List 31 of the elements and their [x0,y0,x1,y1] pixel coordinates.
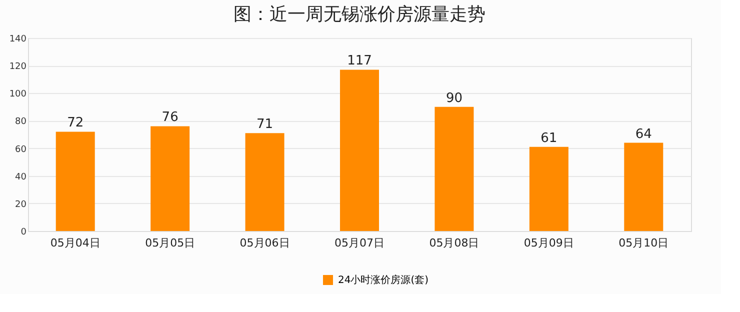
bar [150,126,190,231]
y-tick-label: 100 [9,90,27,100]
bar [624,142,664,231]
y-tick-label: 0 [20,228,27,238]
y-tick-label: 140 [9,34,27,44]
legend-label: 24小时涨价房源(套) [338,274,429,286]
x-tick-label: 05月07日 [334,236,384,250]
x-tick-label: 05月08日 [429,236,480,250]
x-tick-label: 05月10日 [618,236,669,250]
data-label: 76 [162,110,178,126]
y-tick-label: 40 [15,172,27,182]
data-label: 71 [256,117,274,132]
bar [434,106,474,231]
data-label: 117 [347,54,372,69]
data-label: 90 [446,90,462,106]
bar [529,146,568,231]
data-label: 72 [67,116,84,131]
x-tick-label: 05月05日 [145,236,196,250]
x-tick-label: 05月04日 [50,236,100,250]
y-tick-label: 20 [15,200,27,210]
y-tick-label: 80 [15,117,27,128]
y-tick-label: 120 [9,62,27,72]
bar [340,70,379,231]
y-tick-label: 60 [15,144,27,155]
bar [245,133,284,231]
x-tick-label: 05月09日 [524,236,574,250]
chart-title: 图：近一周无锡涨价房源量走势 [234,4,486,25]
data-label: 61 [540,130,558,146]
x-tick-label: 05月06日 [240,236,290,250]
bar [56,132,95,231]
data-label: 64 [635,126,652,142]
